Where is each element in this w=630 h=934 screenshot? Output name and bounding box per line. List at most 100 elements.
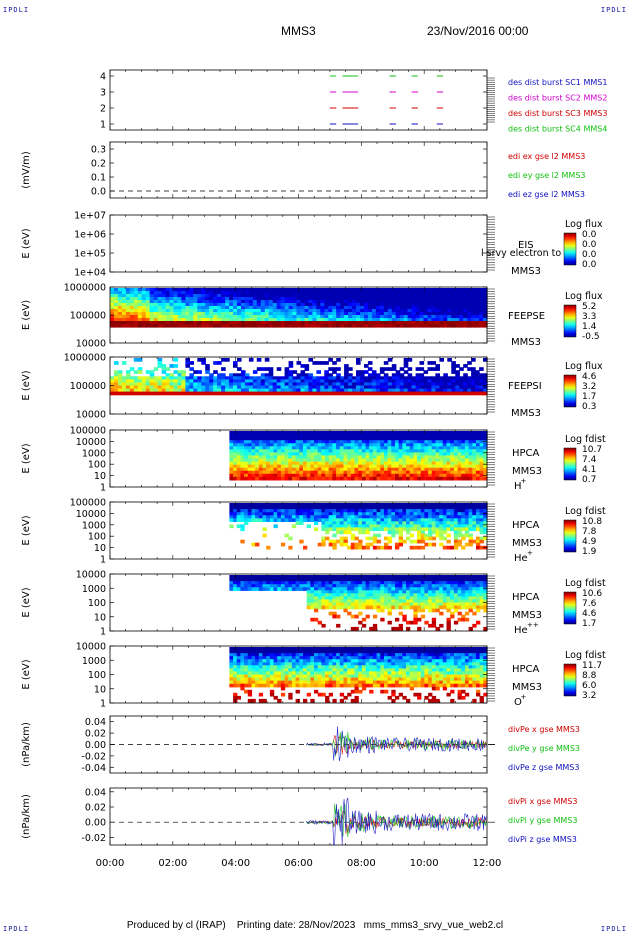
feepsi-cell — [344, 385, 349, 390]
feepse-cell — [435, 288, 440, 292]
feepsi-cell — [356, 388, 361, 393]
hpca-h-cell — [233, 437, 238, 441]
edi-ytick-label: 0.0 — [91, 187, 106, 198]
hpca-h-cell — [435, 476, 440, 481]
hpca-h-cell — [483, 458, 488, 463]
hpca-h-cell — [417, 437, 422, 441]
hpca-h-cell — [277, 443, 282, 447]
hpca-h-cell — [358, 449, 363, 453]
feepsi-cell — [443, 379, 448, 384]
hpca-he-cell — [365, 527, 370, 532]
feepse-cell — [221, 291, 226, 295]
hpca-he2-cell — [358, 578, 363, 582]
hpca-h-cell — [284, 470, 289, 475]
feepse-cell — [217, 294, 222, 298]
hpca-h-cell — [409, 461, 414, 466]
hpca-h-cell — [398, 470, 403, 475]
feepsi-cell — [276, 382, 282, 387]
hpca-h-cell — [453, 473, 459, 478]
feepse-cell — [375, 291, 381, 295]
hpca-h-cell — [236, 458, 241, 463]
feepse-cell — [427, 315, 433, 319]
feepse-colorbar-title: Log flux — [565, 291, 603, 302]
hpca-he-cell — [402, 512, 407, 516]
hpca-h-cell — [273, 440, 278, 444]
feepse-cell — [483, 321, 488, 325]
hpca-h-cell — [472, 461, 477, 466]
feepse-cell — [387, 306, 393, 310]
feepse-cell — [348, 309, 353, 313]
hpca-he2-cell — [291, 575, 297, 579]
feepse-cell — [320, 297, 325, 301]
feepsi-cell — [367, 385, 373, 390]
hpca-h-colorbar-tick: 10.7 — [582, 445, 602, 455]
hpca-h-instrument-label: HPCA — [512, 448, 540, 459]
feepse-cell — [193, 324, 198, 328]
hpca-h-cell — [255, 473, 260, 478]
hpca-he2-cell — [391, 596, 396, 601]
feepse-cell — [395, 315, 401, 319]
hpca-h-cell — [483, 446, 488, 450]
hpca-he-cell — [424, 524, 429, 529]
feepse-ytick-label: 1000000 — [64, 283, 106, 294]
hpca-h-cell — [435, 434, 440, 438]
feepse-cell — [169, 309, 175, 313]
hpca-h-cell — [387, 437, 392, 441]
hpca-he2-cell — [387, 620, 392, 625]
feepsi-cell — [459, 379, 464, 384]
feepse-cell — [241, 315, 246, 319]
hpca-h-cell — [450, 461, 455, 466]
feepse-cell — [483, 291, 488, 295]
feepse-cell — [177, 294, 183, 298]
hpca-h-cell — [435, 443, 440, 447]
feepsi-spectrogram — [110, 358, 488, 396]
hpca-h-cell — [303, 467, 308, 472]
feepse-cell — [110, 288, 115, 292]
hpca-h-cell — [284, 458, 289, 463]
feepse-cell — [121, 315, 127, 319]
hpca-h-cell — [280, 440, 286, 444]
feepsi-cell — [455, 385, 460, 390]
hpca-h-cell — [347, 449, 352, 453]
hpca-he-cell — [295, 512, 300, 516]
feepsi-cell — [328, 367, 333, 371]
feepsi-cell — [431, 382, 436, 387]
feepse-cell — [467, 294, 472, 298]
feepsi-cell — [320, 385, 325, 390]
hpca-h-cell — [361, 449, 367, 453]
hpca-h-cell — [350, 437, 356, 441]
hpca-h-cell — [453, 458, 459, 463]
feepse-cell — [411, 315, 417, 319]
hpca-he2-cell — [306, 599, 311, 604]
feepse-cell — [356, 297, 361, 301]
feepse-cell — [165, 288, 171, 292]
feepse-cell — [237, 303, 242, 307]
feepsi-cell — [280, 379, 286, 384]
hpca-he2-cell — [391, 584, 396, 588]
hpca-he-cell — [233, 515, 238, 519]
feepse-cell — [241, 318, 246, 322]
hpca-he2-cell — [350, 602, 356, 607]
feepse-cell — [129, 324, 135, 328]
feepse-cell — [471, 318, 476, 322]
hpca-he2-cell — [413, 602, 418, 607]
hpca-he2-cell — [398, 611, 403, 616]
hpca-h-cell — [398, 476, 403, 481]
hpca-he-species-label: He — [514, 553, 528, 564]
hpca-he-cell — [428, 524, 433, 529]
feepse-cell — [300, 303, 306, 307]
feepse-cell — [205, 312, 210, 316]
feepse-cell — [252, 297, 258, 301]
hpca-h-cell — [409, 458, 414, 463]
hpca-he2-cell — [306, 584, 311, 588]
feepsi-cell — [483, 382, 488, 387]
feepse-cell — [137, 303, 143, 307]
hpca-h-cell — [350, 455, 356, 460]
feepsi-cell — [272, 388, 278, 393]
hpca-he2-cell — [303, 581, 308, 585]
feepsi-cell — [185, 364, 190, 368]
hpca-he-cell — [269, 518, 275, 522]
hpca-he2-cell — [358, 587, 363, 591]
hpca-h-cell — [273, 467, 278, 472]
hpca-h-cell — [303, 476, 308, 481]
